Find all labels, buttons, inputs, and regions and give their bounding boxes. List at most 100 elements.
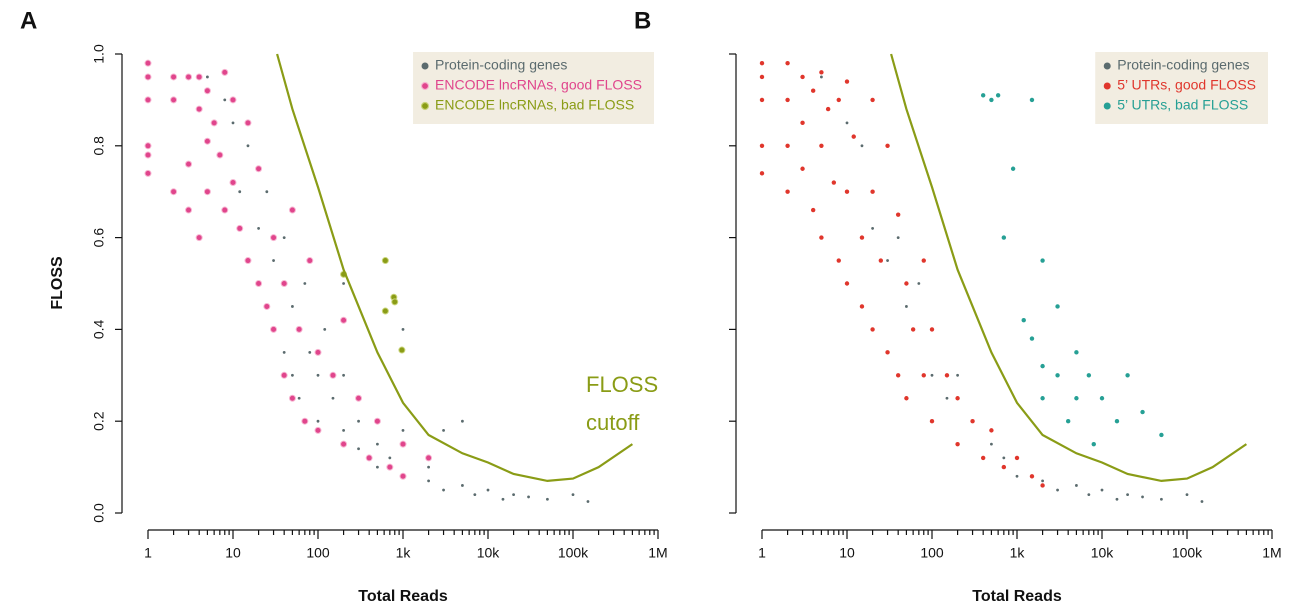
point [216,151,224,159]
point [229,96,237,104]
point [1065,419,1071,424]
point [970,419,975,424]
point [844,281,850,286]
point [820,75,823,79]
point [291,305,294,308]
panel-label: A [20,7,37,34]
point [461,484,464,487]
point [895,373,901,378]
point [1125,373,1130,378]
point [819,70,824,75]
point [800,120,805,126]
point [759,171,765,176]
point [831,180,837,185]
point [1074,350,1079,355]
point [144,169,152,177]
x-tick-label: 1k [396,545,412,561]
point [1091,441,1096,447]
point [1056,488,1059,492]
point [170,73,178,81]
point [819,235,824,240]
point [461,419,464,423]
point [376,465,379,469]
point [836,258,841,263]
point [989,428,994,433]
y-tick-label: 1.0 [91,44,107,64]
point [1040,258,1045,263]
point [930,373,934,377]
point [442,488,445,492]
point [859,235,865,240]
point [272,259,275,262]
point [1040,363,1045,369]
point [825,106,831,112]
point [896,236,900,240]
point [1099,396,1105,401]
point [206,75,209,79]
x-tick-label: 100 [920,545,944,561]
point [1002,456,1006,460]
point [316,373,320,377]
legend-marker [421,62,429,70]
point [203,188,211,196]
y-tick-label: 0.8 [91,136,107,156]
point [800,74,805,80]
legend-label: ENCODE lncRNAs, good FLOSS [435,77,642,93]
legend-label: Protein-coding genes [435,57,567,73]
point [340,316,348,324]
point [308,350,312,354]
legend-marker [420,101,430,111]
point [270,325,278,333]
point [921,258,926,263]
legend-label: 5’ UTRs, good FLOSS [1117,77,1256,93]
x-axis-title: Total Reads [972,588,1062,605]
point [355,394,363,402]
point [427,479,430,483]
point [365,454,373,462]
point [185,206,193,214]
point [295,325,303,333]
panel: A 0.0 0.2 0.4 0.6 0.8 1.0 1 10 100 1k 10k 100k 1M Tota… [20,7,668,605]
point [1126,493,1129,497]
panel: B 1 10 100 1k 10k 100k 1M Total Reads Protein-cod… [634,7,1282,605]
point [401,328,405,331]
point [785,143,790,148]
x-tick-label: 1M [1262,545,1281,561]
point [956,373,959,377]
y-tick-label: 0.4 [91,319,107,339]
point [759,60,765,66]
point [244,119,252,127]
point [810,88,816,93]
point [388,456,392,460]
point [398,346,406,354]
point [195,73,203,81]
y-axis-title: FLOSS [49,256,66,310]
point [231,121,235,125]
point [340,440,348,448]
point [1029,97,1035,103]
point [401,428,405,432]
point [929,419,935,424]
point [810,207,816,213]
y-tick-label: 0.0 [91,503,107,523]
point [845,121,849,125]
legend-label: 5’ UTRs, bad FLOSS [1117,97,1248,113]
point [314,348,322,356]
point [895,212,901,217]
panel-label: B [634,7,651,34]
point [473,493,477,497]
point [990,442,993,446]
point [316,419,320,423]
point [955,441,960,447]
point [425,454,433,462]
point [373,417,381,425]
point [1075,484,1078,487]
x-tick-label: 10 [225,545,241,561]
x-tick-label: 10k [477,545,501,561]
x-tick-label: 1 [758,545,766,561]
point [399,472,407,480]
point [1055,304,1060,309]
point [944,373,950,378]
point [1140,409,1145,415]
point [851,134,856,139]
